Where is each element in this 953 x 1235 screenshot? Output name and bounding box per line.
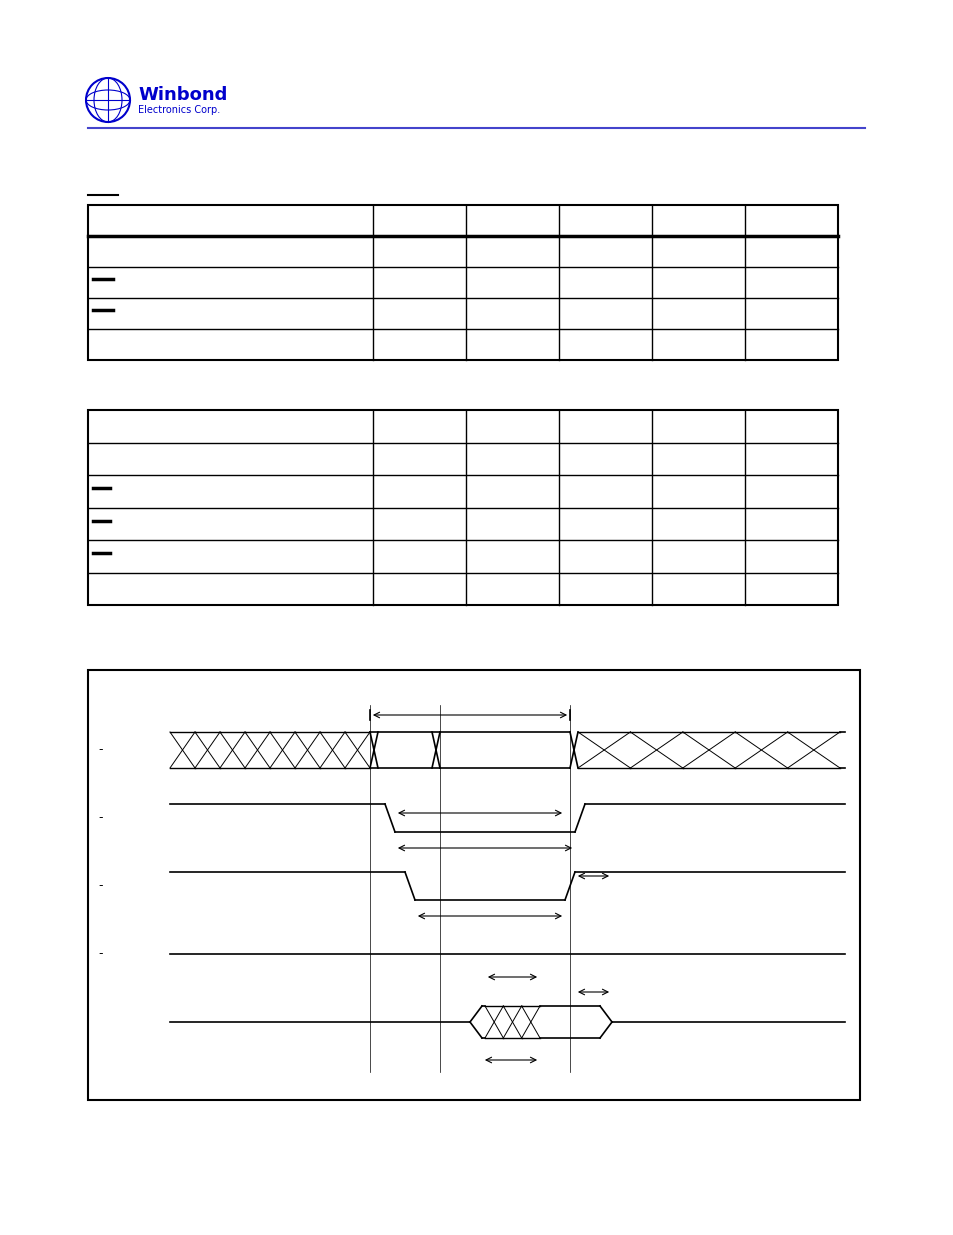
Text: -: -: [98, 947, 102, 961]
Bar: [88, 671, 859, 1100]
Text: -: -: [98, 879, 102, 893]
Bar: [88, 410, 837, 605]
Text: -: -: [98, 811, 102, 825]
Text: Electronics Corp.: Electronics Corp.: [138, 105, 220, 115]
Text: Winbond: Winbond: [138, 86, 227, 104]
Text: -: -: [98, 743, 102, 757]
Bar: [88, 205, 837, 359]
